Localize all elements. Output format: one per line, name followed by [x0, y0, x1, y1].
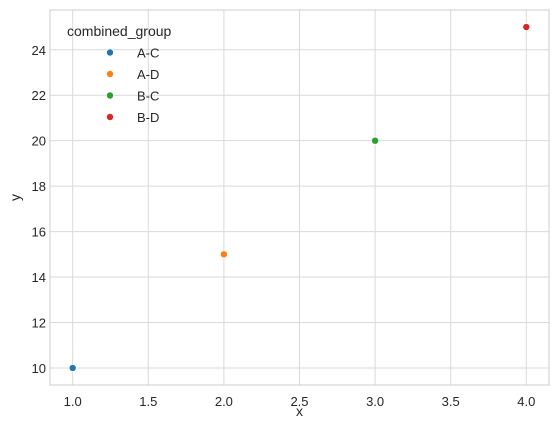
- data-point-b-d: [522, 23, 531, 32]
- x-tick-label: 2.0: [215, 394, 233, 409]
- data-point-b-c: [371, 136, 380, 145]
- y-axis-label: y: [7, 194, 23, 201]
- legend-label: A-C: [137, 46, 159, 61]
- data-point-a-d: [219, 250, 228, 259]
- y-tick-labels: 10 12 14 16 18 20 22 24: [32, 43, 46, 376]
- legend-label: B-D: [137, 110, 159, 125]
- data-point-a-c: [68, 363, 77, 372]
- y-tick-label: 12: [32, 316, 46, 331]
- y-tick-label: 18: [32, 179, 46, 194]
- legend-marker: [106, 48, 115, 57]
- x-tick-label: 3.5: [442, 394, 460, 409]
- legend-label: A-D: [137, 67, 159, 82]
- x-tick-label: 4.0: [517, 394, 535, 409]
- y-tick-label: 20: [32, 134, 46, 149]
- legend-label: B-C: [137, 89, 159, 104]
- y-tick-label: 10: [32, 361, 46, 376]
- grid-lines: [50, 10, 549, 385]
- x-tick-label: 2.5: [290, 394, 308, 409]
- x-tick-label: 1.0: [64, 394, 82, 409]
- x-tick-labels: 1.0 1.5 2.0 2.5 3.0 3.5 4.0: [64, 394, 536, 409]
- legend-marker: [106, 91, 115, 100]
- y-tick-label: 22: [32, 88, 46, 103]
- legend-marker: [106, 70, 115, 79]
- plot-frame: [49, 9, 550, 386]
- legend-marker: [106, 113, 115, 122]
- y-tick-label: 16: [32, 225, 46, 240]
- legend: combined_group A-C A-D B-C B-D: [67, 23, 172, 125]
- x-tick-label: 1.5: [139, 394, 157, 409]
- data-points: [68, 23, 531, 372]
- x-axis-label: x: [296, 403, 303, 419]
- x-tick-label: 3.0: [366, 394, 384, 409]
- y-tick-label: 14: [32, 270, 46, 285]
- y-tick-label: 24: [32, 43, 46, 58]
- legend-title: combined_group: [67, 23, 172, 39]
